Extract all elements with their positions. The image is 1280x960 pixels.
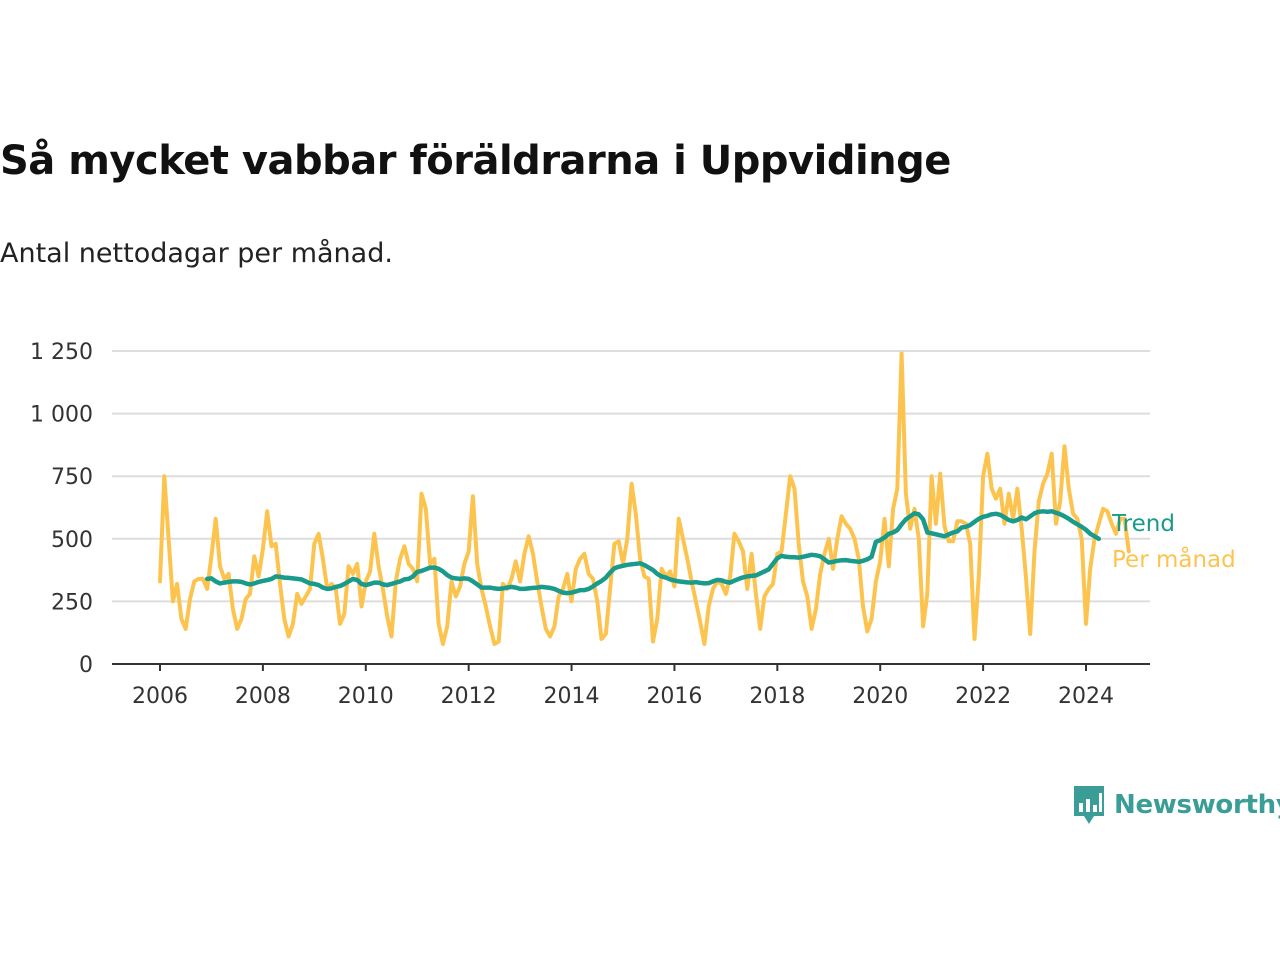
x-tick-label: 2022 xyxy=(955,684,1011,709)
y-tick-label: 250 xyxy=(51,590,93,615)
bar-chart-speech-bubble-icon xyxy=(1074,786,1104,824)
x-tick-label: 2014 xyxy=(544,684,600,709)
monthly-label: Per månad xyxy=(1112,545,1236,573)
y-tick-label: 1 250 xyxy=(30,340,93,365)
x-tick-label: 2020 xyxy=(852,684,908,709)
series-lines xyxy=(158,351,1131,646)
y-tick-label: 1 000 xyxy=(30,403,93,428)
y-tick-label: 750 xyxy=(51,465,93,490)
x-tick-label: 2018 xyxy=(749,684,805,709)
y-axis-ticks: 0 250 500 750 1 000 1 250 xyxy=(30,340,93,678)
x-tick-label: 2006 xyxy=(132,684,188,709)
line-chart: 0 250 500 750 1 000 1 250 2006 2008 2010 2012 201… xyxy=(30,340,1236,709)
x-tick-label: 2024 xyxy=(1058,684,1114,709)
series-labels: Per månad Trend xyxy=(1111,511,1236,573)
x-tick-label: 2010 xyxy=(338,684,394,709)
y-tick-label: 0 xyxy=(79,653,93,678)
trend-label: Trend xyxy=(1111,511,1175,537)
chart-title: Så mycket vabbar föräldrarna i Uppviding… xyxy=(0,138,951,184)
x-axis-ticks: 2006 2008 2010 2012 2014 2016 2018 2020 2022 2024 xyxy=(132,664,1114,709)
logo-text: Newsworthy xyxy=(1114,790,1280,820)
newsworthy-logo: Newsworthy xyxy=(1072,784,1280,826)
trend-series-line xyxy=(204,509,1102,596)
x-tick-label: 2008 xyxy=(235,684,291,709)
y-tick-label: 500 xyxy=(51,528,93,553)
monthly-series-line xyxy=(158,351,1131,646)
x-tick-label: 2012 xyxy=(441,684,497,709)
x-tick-label: 2016 xyxy=(646,684,702,709)
chart-subtitle: Antal nettodagar per månad. xyxy=(0,238,393,269)
